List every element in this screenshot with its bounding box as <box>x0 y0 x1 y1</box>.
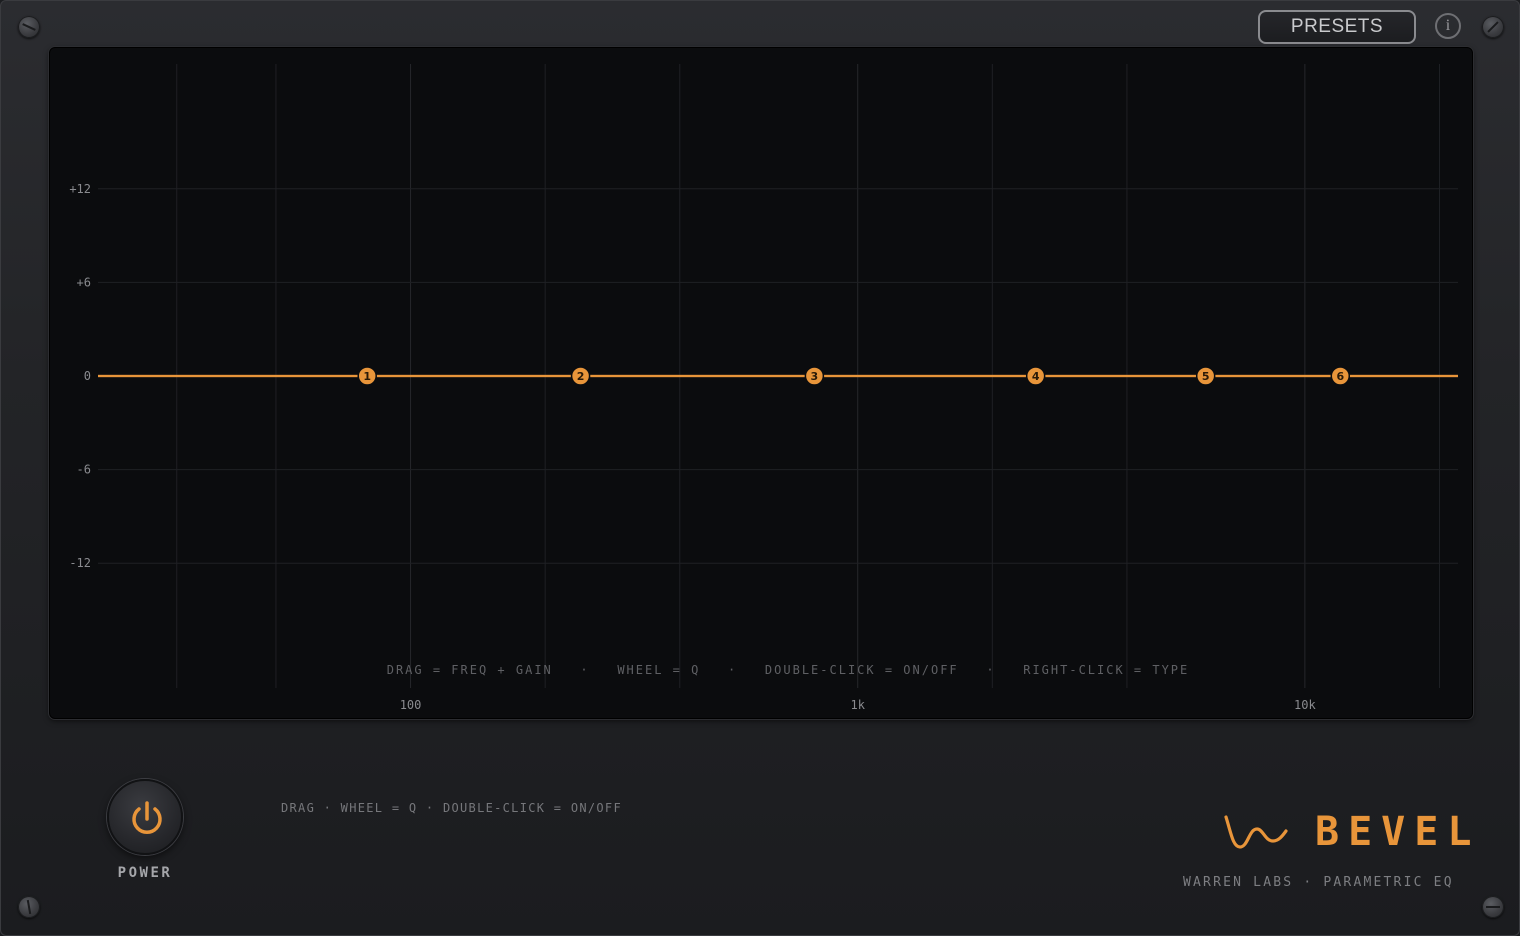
y-tick-label: 0 <box>84 369 91 383</box>
graph-hint: DRAG = FREQ + GAIN · WHEEL = Q · DOUBLE-… <box>387 663 1190 677</box>
band-node-circle[interactable] <box>804 366 825 386</box>
x-tick-label: 1k <box>850 698 865 712</box>
presets-button[interactable]: PRESETS <box>1258 10 1416 44</box>
band-node-3[interactable]: 3 <box>804 366 825 386</box>
screw-icon <box>18 896 40 918</box>
x-tick-label: 100 <box>400 698 422 712</box>
power-button[interactable] <box>107 779 183 855</box>
band-node-1[interactable]: 1 <box>357 366 377 386</box>
band-node-circle[interactable] <box>1025 366 1046 386</box>
power-icon <box>132 801 162 834</box>
y-tick-label: -6 <box>77 463 91 477</box>
band-node-label: 3 <box>811 370 819 383</box>
band-node-6[interactable]: 6 <box>1330 366 1351 386</box>
wave-logo-icon <box>1224 815 1288 849</box>
eq-graph[interactable]: 100 1k 10k +12 +6 0 -6 -12 DRAG = FREQ + GAIN · … <box>49 47 1473 719</box>
band-node-4[interactable]: 4 <box>1025 366 1046 386</box>
band-node-label: 2 <box>577 370 585 383</box>
x-tick-label: 10k <box>1294 698 1316 712</box>
band-node-label: 4 <box>1032 370 1040 383</box>
band-node-label: 6 <box>1336 370 1344 383</box>
y-tick-label: +6 <box>77 275 91 289</box>
brand-name: BEVEL <box>1315 809 1481 855</box>
y-tick-label: -12 <box>69 556 91 570</box>
band-node-circle[interactable] <box>357 366 377 386</box>
band-node-circle[interactable] <box>570 366 591 386</box>
screw-icon <box>1482 16 1504 38</box>
band-node-circle[interactable] <box>1330 366 1351 386</box>
band-node-label: 5 <box>1202 370 1210 383</box>
band-node-5[interactable]: 5 <box>1195 366 1216 386</box>
footer-hint: DRAG · WHEEL = Q · DOUBLE-CLICK = ON/OFF <box>281 801 622 815</box>
info-button[interactable]: i <box>1435 13 1461 39</box>
y-tick-label: +12 <box>69 182 91 196</box>
band-node-circle[interactable] <box>1195 366 1216 386</box>
screw-icon <box>18 16 40 38</box>
power-label: POWER <box>117 865 173 881</box>
brand-subtitle: WARREN LABS · PARAMETRIC EQ <box>1183 875 1454 890</box>
band-node-2[interactable]: 2 <box>570 366 591 386</box>
screw-icon <box>1482 896 1504 918</box>
eq-graph-canvas[interactable]: 100 1k 10k +12 +6 0 -6 -12 DRAG = FREQ + GAIN · … <box>50 48 1474 720</box>
band-node-label: 1 <box>363 370 371 383</box>
